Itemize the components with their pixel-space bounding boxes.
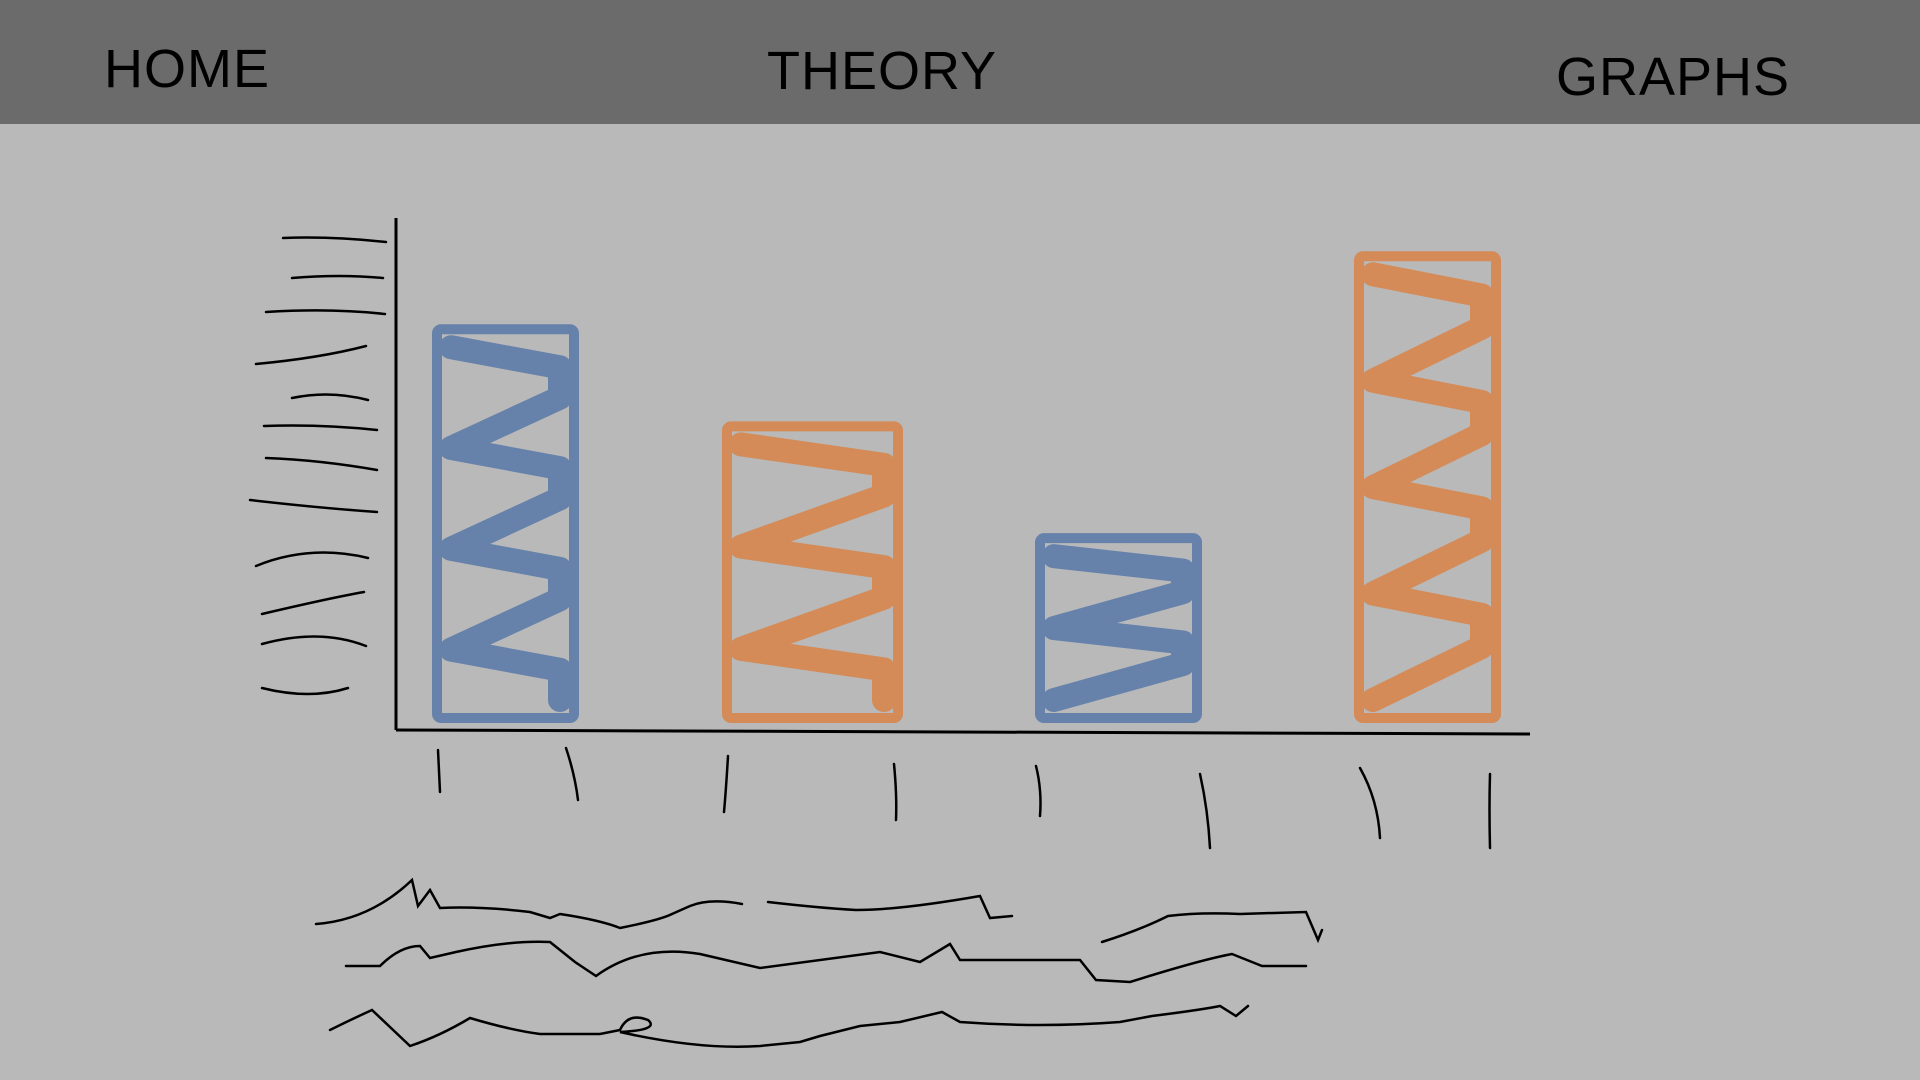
bar-3-scribble-fill (1042, 544, 1195, 712)
y-tick-scribbles (248, 236, 388, 696)
x-axis (395, 728, 1531, 736)
bar-3 (1035, 533, 1202, 723)
bar-2 (722, 421, 903, 723)
caption-scribbles (314, 877, 1324, 1048)
nav-home-link[interactable]: HOME (104, 39, 270, 99)
nav-graphs-link[interactable]: GRAPHS (1556, 47, 1791, 107)
x-tick-scribbles (436, 746, 1492, 850)
bar-4 (1354, 251, 1501, 723)
bar-1-scribble-fill (439, 335, 572, 712)
nav-theory-link[interactable]: THEORY (767, 41, 998, 101)
bar-1 (432, 324, 579, 723)
bar-4-scribble-fill (1361, 262, 1494, 712)
bar-2-scribble-fill (729, 432, 896, 712)
top-nav-bar: HOME THEORY GRAPHS (0, 0, 1920, 124)
